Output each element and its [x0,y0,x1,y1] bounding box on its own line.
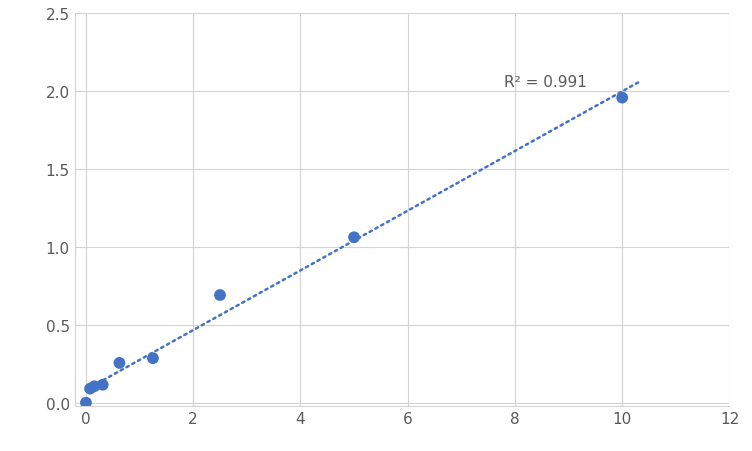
Point [114,359,126,367]
Point [80,399,92,406]
Point [88,383,100,390]
Text: R² = 0.991: R² = 0.991 [504,74,587,89]
Point [97,381,109,388]
Point [214,292,226,299]
Point [348,234,360,241]
Point [616,95,628,102]
Point [84,385,96,392]
Point [147,355,159,362]
